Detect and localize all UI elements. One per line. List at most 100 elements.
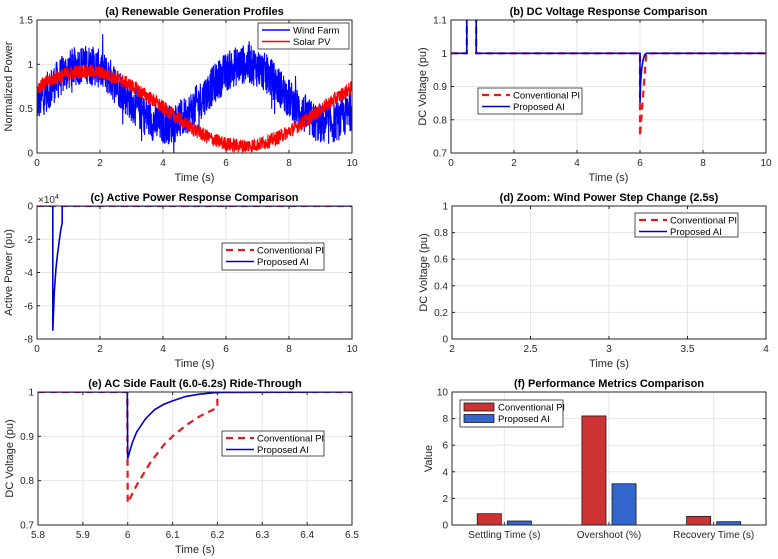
x-tick-label: 0: [448, 158, 454, 169]
x-tick-label: 5.8: [31, 530, 45, 541]
legend-box: [477, 87, 583, 115]
plot-content: [37, 206, 352, 331]
x-tick-label: 6: [637, 158, 643, 169]
x-axis-label: Time (s): [589, 358, 629, 370]
bar-proposed-ai: [506, 520, 532, 525]
subplot-b: 0.7 0.8 0.9 1 1.1 0 2 4 6 8 10 (b) DC Voltage Respo…: [417, 6, 772, 184]
x-tick-label: 10: [346, 158, 358, 169]
y-tick-label: 1.5: [19, 16, 33, 27]
y-axis-label: DC Voltage (pu): [417, 47, 429, 125]
x-tick-label: 6.4: [300, 530, 314, 541]
y-tick-label: 0.5: [19, 104, 33, 115]
x-tick-label: 3: [606, 344, 612, 355]
y-axis-label: DC Voltage (pu): [418, 233, 430, 311]
y-tick-label: 1.1: [433, 16, 447, 27]
legend-swatch-conventional-pi: [463, 402, 495, 412]
subplot-f: 0 2 4 6 8 10 Settling Time (s) Overshoot (%) Rec…: [423, 378, 767, 541]
y-tick-label: 0.8: [433, 115, 447, 126]
x-tick-label: 4: [160, 158, 166, 169]
y-tick-label: 0.7: [433, 149, 447, 160]
axes-box: [37, 391, 353, 526]
y-tick-label: 0.9: [433, 82, 447, 93]
chart-title: (b) DC Voltage Response Comparison: [510, 6, 708, 18]
x-tick-label: 5.9: [76, 530, 90, 541]
chart-title: (c) Active Power Response Comparison: [90, 192, 298, 204]
x-tick-label: 6.3: [255, 530, 269, 541]
y-tick-label: 6: [442, 441, 448, 452]
x-tick-label: Settling Time (s): [468, 530, 540, 541]
legend-label: Conventional PI: [670, 216, 737, 227]
y-tick-label: 0.8: [434, 228, 448, 239]
subplot-d: 0 0.2 0.4 0.6 0.8 1 2 2.5 3 3.5 4 (d) Zoom: Wind Po…: [418, 192, 769, 370]
x-tick-label: 6.2: [210, 530, 224, 541]
x-tick-label: 6: [223, 344, 229, 355]
x-tick-label: 8: [286, 344, 292, 355]
legend-label: Solar PV: [293, 37, 331, 48]
legend-box: [257, 22, 350, 50]
ticks: 0.7 0.8 0.9 1 5.8 5.9 6 6.1 6.2 6.3 6.4 6.5: [20, 388, 359, 542]
ticks: 0 0.2 0.4 0.6 0.8 1 2 2.5 3 3.5 4: [434, 202, 769, 356]
series-proposed-ai: [451, 20, 766, 104]
x-axis-label: Time (s): [175, 172, 215, 184]
x-tick-label: 8: [700, 158, 706, 169]
x-tick-label: Recovery Time (s): [673, 530, 754, 541]
plot-content: [37, 34, 352, 153]
x-tick-label: 2: [97, 344, 103, 355]
bar-conventional-pi: [581, 415, 607, 525]
legend-box: [221, 430, 325, 457]
x-tick-label: 6: [125, 530, 131, 541]
x-axis-label: Time (s): [589, 172, 629, 184]
chart-title: (f) Performance Metrics Comparison: [514, 378, 704, 390]
x-tick-label: 4: [763, 344, 769, 355]
y-tick-label: 10: [437, 388, 449, 399]
exponent-base: ×10: [38, 195, 55, 206]
y-tick-label: -4: [24, 268, 33, 279]
x-tick-label: 0: [34, 344, 40, 355]
x-axis-label: Time (s): [175, 358, 215, 370]
x-tick-label: 2.5: [524, 344, 538, 355]
legend-label: Conventional PI: [257, 434, 324, 445]
y-tick-label: 0.4: [434, 281, 448, 292]
legend-label: Conventional PI: [513, 91, 580, 102]
legend-box: [634, 212, 739, 238]
bar-proposed-ai: [611, 483, 637, 525]
y-axis-label: Normalized Power: [3, 41, 15, 131]
y-tick-label: 0.2: [434, 308, 448, 319]
x-tick-label: 4: [574, 158, 580, 169]
series-proposed-ai: [37, 206, 352, 331]
x-tick-label: Overshoot (%): [577, 530, 641, 541]
legend-label: Proposed AI: [257, 257, 309, 268]
legend-label: Proposed AI: [670, 227, 722, 238]
series-wind-farm: [37, 34, 352, 153]
series-solar-pv: [37, 64, 352, 153]
plot-content: [38, 392, 352, 504]
y-axis-label: DC Voltage (pu): [4, 419, 16, 497]
x-tick-label: 6: [223, 158, 229, 169]
legend-label: Proposed AI: [498, 414, 550, 425]
y-tick-label: 8: [442, 414, 448, 425]
x-axis-label: Time (s): [175, 544, 215, 556]
ticks: 0 2 4 6 8 10 Settling Time (s) Overshoot (%) Rec…: [437, 388, 766, 541]
legend-label: Proposed AI: [257, 445, 309, 456]
series-proposed-ai: [38, 392, 352, 459]
y-tick-label: -6: [24, 301, 33, 312]
bar-conventional-pi: [686, 515, 712, 525]
y-tick-label: 0.6: [434, 255, 448, 266]
x-tick-label: 3.5: [681, 344, 695, 355]
y-tick-label: 1: [27, 60, 33, 71]
y-tick-label: 0.9: [20, 432, 34, 443]
y-tick-label: 1: [28, 388, 34, 399]
ticks: 0.7 0.8 0.9 1 1.1 0 2 4 6 8 10: [433, 16, 772, 170]
x-tick-label: 0: [34, 158, 40, 169]
y-tick-label: 0: [442, 335, 448, 346]
legend-box: [221, 242, 325, 271]
x-tick-label: 10: [346, 344, 358, 355]
y-tick-label: 0: [442, 521, 448, 532]
y-tick-label: -2: [24, 235, 33, 246]
y-tick-label: 2: [442, 494, 448, 505]
legend-swatch-proposed-ai: [463, 414, 495, 423]
